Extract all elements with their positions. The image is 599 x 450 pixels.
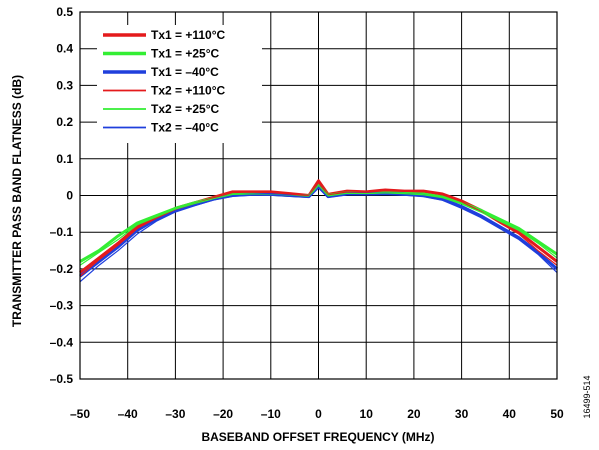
series-lines — [79, 179, 558, 283]
y-tick-label: 0.1 — [56, 152, 73, 166]
y-tick-label: 0.4 — [56, 42, 73, 56]
y-tick-label: 0.2 — [56, 115, 73, 129]
x-tick-label: –30 — [165, 407, 185, 421]
legend-entry: Tx1 = +25°C — [151, 47, 220, 61]
y-tick-label: 0 — [66, 189, 73, 203]
plot-area-frame — [79, 11, 558, 380]
legend-entry: Tx1 = +110°C — [151, 28, 226, 42]
y-tick-label: –0.4 — [50, 335, 74, 349]
x-axis-title: BASEBAND OFFSET FREQUENCY (MHz) — [201, 430, 434, 444]
x-tick-label: 10 — [360, 407, 374, 421]
x-tick-label: 40 — [503, 407, 517, 421]
x-tick-label: –10 — [261, 407, 281, 421]
x-tick-labels: –50 –40 –30 –20 –10 0 10 20 30 40 50 — [70, 407, 564, 421]
y-tick-label: 0.5 — [56, 5, 73, 19]
x-tick-label: 20 — [407, 407, 421, 421]
y-tick-labels: –0.5 –0.4 –0.3 –0.2 –0.1 0 0.1 0.2 0.3 0.4 0.5 — [50, 5, 74, 386]
y-tick-label: –0.5 — [50, 372, 74, 386]
legend-entry: Tx2 = +110°C — [151, 84, 226, 98]
legend-entry: Tx2 = –40°C — [151, 121, 219, 135]
legend: Tx1 = +110°C Tx1 = +25°C Tx1 = –40°C Tx2 = … — [97, 25, 262, 143]
x-tick-label: 30 — [455, 407, 469, 421]
y-axis-title: TRANSMITTER PASS BAND FLATNESS (dB) — [10, 75, 24, 327]
y-tick-label: –0.1 — [50, 225, 74, 239]
legend-background — [97, 25, 262, 143]
figure-id: 16499-514 — [582, 375, 592, 418]
series-line-4 — [79, 182, 558, 277]
y-tick-label: –0.3 — [50, 299, 74, 313]
series-line-3 — [79, 184, 558, 278]
grid-lines — [80, 12, 557, 379]
x-tick-label: –40 — [118, 407, 138, 421]
series-line-5 — [79, 184, 558, 266]
legend-entry: Tx2 = +25°C — [151, 102, 220, 116]
x-tick-label: –20 — [213, 407, 233, 421]
x-tick-label: 0 — [315, 407, 322, 421]
y-tick-label: –0.2 — [50, 262, 74, 276]
series-line-6 — [79, 187, 558, 283]
x-tick-label: 50 — [550, 407, 564, 421]
x-tick-label: –50 — [70, 407, 90, 421]
legend-entry: Tx1 = –40°C — [151, 65, 219, 79]
y-tick-label: 0.3 — [56, 78, 73, 92]
